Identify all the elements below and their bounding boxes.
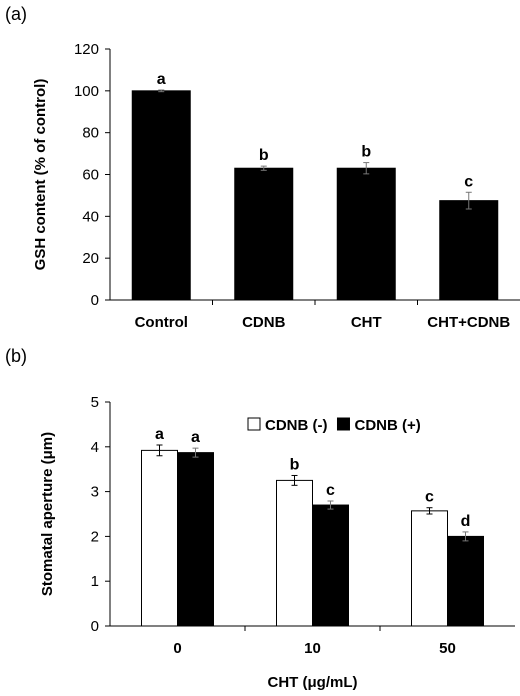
significance-letter: b [290, 456, 300, 473]
panel-label-b: (b) [5, 346, 27, 366]
significance-letter: a [155, 426, 164, 443]
y-tick-label: 2 [91, 528, 99, 545]
y-tick-label: 4 [91, 439, 99, 456]
x-tick-label: CHT [351, 314, 382, 331]
significance-letter: d [461, 513, 471, 530]
legend-swatch [247, 417, 261, 431]
significance-letter: c [326, 482, 335, 499]
significance-letter: b [259, 147, 269, 164]
y-axis-label: GSH content (% of control) [32, 79, 49, 271]
bar [276, 479, 313, 627]
significance-letter: b [361, 144, 371, 161]
y-tick-label: 40 [82, 208, 99, 225]
y-tick-label: 3 [91, 484, 99, 501]
chart-a-gsh-content: 0 20 40 60 80 100 120 GSH content (% of control… [32, 41, 520, 331]
significance-letter: a [157, 71, 166, 88]
legend-swatch [336, 417, 350, 431]
x-tick-label: CHT+CDNB [427, 314, 510, 331]
y-tick-label: 80 [82, 125, 99, 142]
x-tick-label: CDNB [242, 314, 285, 331]
legend-label: CDNB (-) [265, 417, 327, 434]
significance-letter: c [464, 173, 473, 190]
bar [131, 90, 191, 301]
y-axis-label: Stomatal aperture (μm) [39, 432, 56, 596]
chart-b-stomatal-aperture: 0 1 2 3 4 5 Stomatal aperture (μm) CHT (μg/mL) 0… [39, 394, 515, 691]
bar [439, 200, 499, 301]
panel-label-a: (a) [5, 4, 27, 24]
y-tick-label: 0 [91, 292, 99, 309]
y-tick-label: 100 [74, 83, 99, 100]
y-tick-label: 1 [91, 573, 99, 590]
bar [177, 452, 214, 627]
bar [447, 535, 484, 627]
bar [234, 167, 294, 301]
x-tick-label: 50 [439, 640, 456, 657]
y-tick-label: 60 [82, 167, 99, 184]
significance-letter: c [425, 489, 434, 506]
y-tick-label: 120 [74, 41, 99, 58]
y-tick-label: 20 [82, 250, 99, 267]
legend-label: CDNB (+) [354, 417, 420, 434]
x-axis-label: CHT (μg/mL) [268, 674, 358, 691]
bar [141, 449, 178, 627]
x-tick-label: 0 [173, 640, 181, 657]
x-tick-label: 10 [304, 640, 321, 657]
significance-letter: a [191, 429, 200, 446]
x-tick-label: Control [135, 314, 188, 331]
bar [411, 510, 448, 627]
y-tick-label: 5 [91, 394, 99, 411]
y-tick-label: 0 [91, 618, 99, 635]
bar [336, 167, 396, 301]
bar [312, 504, 349, 627]
